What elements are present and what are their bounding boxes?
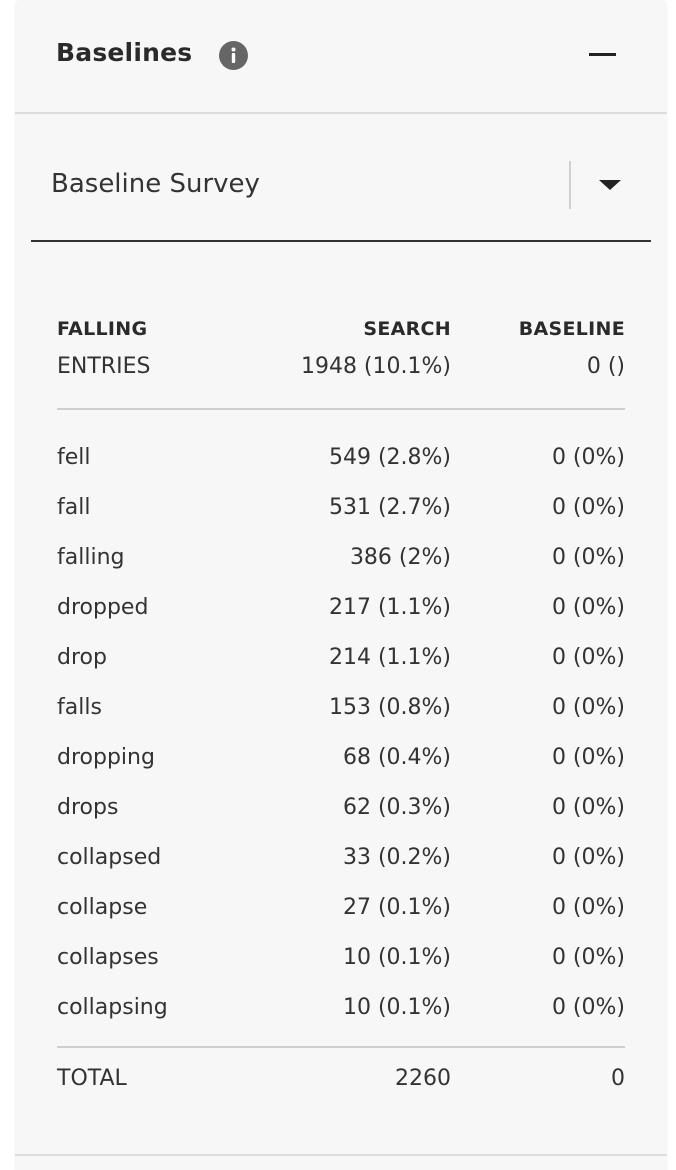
row-baseline-value: 0 (0%) <box>551 645 625 670</box>
row-baseline-value: 0 (0%) <box>551 895 625 920</box>
total-label: TOTAL <box>57 1066 127 1091</box>
baseline-table: FALLING SEARCH BASELINE ENTRIES 1948 (10… <box>57 316 625 1112</box>
row-search-value: 10 (0.1%) <box>342 945 451 970</box>
row-term: fell <box>57 445 91 470</box>
table-row: collapse 27 (0.1%) 0 (0%) <box>57 884 625 934</box>
table-row: falling 386 (2%) 0 (0%) <box>57 534 625 584</box>
table-row: collapses 10 (0.1%) 0 (0%) <box>57 934 625 984</box>
row-search-value: 214 (1.1%) <box>328 645 451 670</box>
row-term: dropped <box>57 595 149 620</box>
row-search-value: 386 (2%) <box>349 545 451 570</box>
row-baseline-value: 0 (0%) <box>551 845 625 870</box>
panel-bottom-divider <box>15 1154 667 1156</box>
select-separator <box>569 161 571 209</box>
row-baseline-value: 0 (0%) <box>551 945 625 970</box>
table-body: fell 549 (2.8%) 0 (0%) fall 531 (2.7%) 0 (0%)… <box>57 410 625 1046</box>
row-term: drops <box>57 795 119 820</box>
header-term: FALLING <box>57 318 148 340</box>
header-search: SEARCH <box>363 318 451 340</box>
table-row: fall 531 (2.7%) 0 (0%) <box>57 484 625 534</box>
entries-label: ENTRIES <box>57 354 151 379</box>
row-baseline-value: 0 (0%) <box>551 695 625 720</box>
row-search-value: 68 (0.4%) <box>342 745 451 770</box>
entries-baseline-value: 0 () <box>586 354 625 379</box>
panel-header: Baselines <box>15 0 667 114</box>
caret-down-icon[interactable] <box>599 180 621 190</box>
row-term: drop <box>57 645 107 670</box>
table-row: dropped 217 (1.1%) 0 (0%) <box>57 584 625 634</box>
baseline-select-value: Baseline Survey <box>51 169 260 199</box>
row-baseline-value: 0 (0%) <box>551 495 625 520</box>
row-term: fall <box>57 495 91 520</box>
row-baseline-value: 0 (0%) <box>551 545 625 570</box>
row-search-value: 33 (0.2%) <box>342 845 451 870</box>
row-term: collapse <box>57 895 148 920</box>
row-search-value: 217 (1.1%) <box>328 595 451 620</box>
row-search-value: 27 (0.1%) <box>342 895 451 920</box>
row-search-value: 549 (2.8%) <box>328 445 451 470</box>
minus-icon <box>589 53 616 56</box>
row-search-value: 531 (2.7%) <box>328 495 451 520</box>
table-row: drop 214 (1.1%) 0 (0%) <box>57 634 625 684</box>
row-baseline-value: 0 (0%) <box>551 995 625 1020</box>
entries-search-value: 1948 (10.1%) <box>300 354 451 379</box>
table-header: FALLING SEARCH BASELINE ENTRIES 1948 (10… <box>57 316 625 410</box>
row-baseline-value: 0 (0%) <box>551 445 625 470</box>
table-row: dropping 68 (0.4%) 0 (0%) <box>57 734 625 784</box>
panel-title: Baselines <box>56 38 193 67</box>
table-row: fell 549 (2.8%) 0 (0%) <box>57 434 625 484</box>
row-term: falling <box>57 545 125 570</box>
total-search-value: 2260 <box>395 1066 451 1091</box>
row-search-value: 10 (0.1%) <box>342 995 451 1020</box>
row-term: collapsed <box>57 845 162 870</box>
row-baseline-value: 0 (0%) <box>551 595 625 620</box>
table-row: drops 62 (0.3%) 0 (0%) <box>57 784 625 834</box>
collapse-button[interactable] <box>587 38 619 70</box>
table-row: falls 153 (0.8%) 0 (0%) <box>57 684 625 734</box>
baselines-panel: Baselines Baseline Survey FALLING SEARCH… <box>15 0 667 1170</box>
row-term: falls <box>57 695 102 720</box>
row-search-value: 153 (0.8%) <box>328 695 451 720</box>
total-baseline-value: 0 <box>611 1066 625 1091</box>
row-search-value: 62 (0.3%) <box>342 795 451 820</box>
baseline-select[interactable]: Baseline Survey <box>31 130 651 242</box>
row-term: collapses <box>57 945 159 970</box>
header-baseline: BASELINE <box>518 318 625 340</box>
row-term: dropping <box>57 745 155 770</box>
row-baseline-value: 0 (0%) <box>551 745 625 770</box>
row-term: collapsing <box>57 995 168 1020</box>
table-row: collapsing 10 (0.1%) 0 (0%) <box>57 984 625 1034</box>
table-footer: TOTAL 2260 0 <box>57 1046 625 1112</box>
table-row: collapsed 33 (0.2%) 0 (0%) <box>57 834 625 884</box>
row-baseline-value: 0 (0%) <box>551 795 625 820</box>
info-icon[interactable] <box>219 41 248 70</box>
